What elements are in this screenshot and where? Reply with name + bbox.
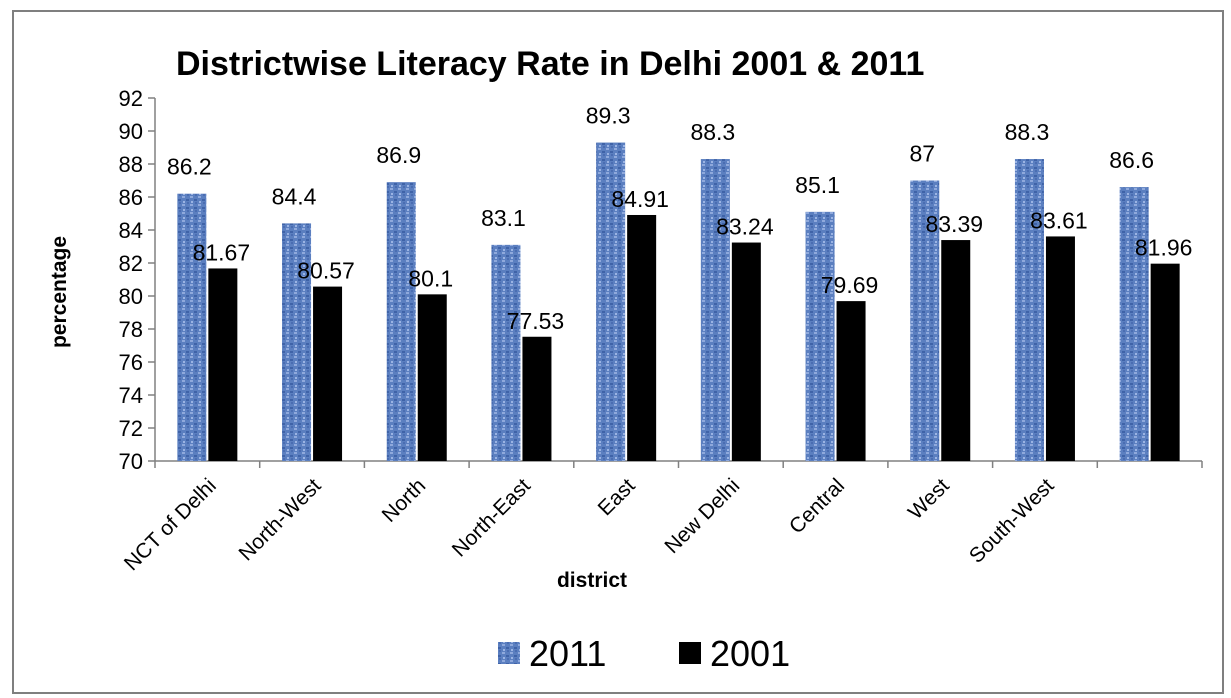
data-label-2001-8: 83.61: [1030, 207, 1088, 233]
data-label-2011-5: 88.3: [690, 119, 735, 145]
chart-title: Districtwise Literacy Rate in Delhi 2001…: [176, 45, 924, 83]
data-label-2001-7: 83.39: [925, 211, 983, 237]
bar-2001-6: [836, 301, 866, 461]
x-axis-label: district: [557, 569, 627, 592]
y-tick-label: 80: [119, 284, 143, 309]
bar-2001-4: [627, 214, 657, 461]
bar-2011-4: [596, 142, 626, 462]
data-label-2011-7: 87: [909, 141, 935, 167]
y-tick-label: 86: [119, 185, 143, 210]
y-tick-label: 78: [119, 317, 143, 342]
data-label-2001-5: 83.24: [716, 214, 774, 240]
x-axis: [154, 460, 1203, 468]
data-label-2001-9: 81.96: [1135, 235, 1193, 261]
data-label-2001-3: 77.53: [507, 308, 565, 334]
category-labels: NCT of Delhi North-West North North-East Eas…: [120, 474, 1059, 575]
data-label-2001-1: 80.57: [297, 258, 355, 284]
y-tick-label: 74: [119, 383, 143, 408]
category-label-6: Central: [785, 474, 849, 538]
bar-2011-6: [805, 211, 835, 461]
chart-frame: Districtwise Literacy Rate in Delhi 2001…: [12, 10, 1224, 694]
bar-2011-5: [700, 159, 730, 462]
bar-2011-7: [910, 180, 940, 461]
bar-2011-1: [282, 223, 312, 461]
data-label-2011-6: 85.1: [795, 172, 840, 198]
bar-2001-9: [1150, 263, 1180, 461]
y-tick-label: 84: [119, 218, 143, 243]
y-tick-label: 88: [119, 152, 143, 177]
bar-2011-2: [386, 182, 416, 461]
legend-swatch-2001: [679, 642, 701, 664]
data-label-2011-4: 89.3: [586, 103, 631, 129]
y-tick-label: 82: [119, 251, 143, 276]
bar-2011-8: [1014, 159, 1044, 462]
bar-2011-9: [1119, 187, 1149, 461]
y-axis-label: percentage: [48, 236, 71, 348]
y-tick-label: 70: [119, 449, 143, 474]
bar-2001-8: [1045, 236, 1075, 461]
legend-swatch-2011: [498, 642, 520, 664]
bar-2011-3: [491, 244, 521, 461]
category-label-3: North-East: [448, 474, 535, 561]
data-label-2011-2: 86.9: [376, 142, 421, 168]
bars: [177, 142, 1180, 462]
category-label-5: New Delhi: [660, 474, 744, 558]
category-label-8: South-West: [965, 474, 1059, 568]
bar-2001-7: [941, 240, 971, 461]
y-tick-label: 76: [119, 350, 143, 375]
bar-2001-1: [313, 286, 343, 461]
category-label-1: North-West: [235, 474, 326, 565]
y-tick-label: 90: [119, 119, 143, 144]
bar-2001-5: [731, 242, 761, 461]
bar-2001-2: [417, 294, 447, 461]
data-label-2001-6: 79.69: [821, 272, 879, 298]
data-label-2001-0: 81.67: [193, 239, 251, 265]
data-label-2011-8: 88.3: [1005, 119, 1050, 145]
data-label-2011-9: 86.6: [1109, 147, 1154, 173]
bar-2011-0: [177, 193, 207, 461]
data-label-2011-0: 86.2: [167, 154, 212, 180]
data-label-2001-2: 80.1: [408, 265, 453, 291]
y-tick-label: 92: [119, 86, 143, 111]
legend-label-2001: 2001: [710, 633, 790, 674]
category-label-4: East: [594, 474, 640, 520]
data-labels: 86.2 84.4 86.9 83.1 89.3 88.3 85.1 87 88.3 86.6 81…: [167, 103, 1192, 334]
legend-label-2011: 2011: [529, 633, 606, 674]
category-label-0: NCT of Delhi: [120, 474, 221, 575]
bar-2001-3: [522, 336, 552, 461]
category-label-7: West: [904, 474, 954, 524]
bar-2001-0: [208, 268, 238, 461]
data-label-2001-4: 84.91: [611, 186, 669, 212]
y-axis: 70 72 74 76 78 80 82 84 86 88 90 92: [119, 86, 156, 474]
bar-chart: Districtwise Literacy Rate in Delhi 2001…: [48, 45, 1203, 674]
data-label-2011-1: 84.4: [272, 183, 317, 209]
y-tick-label: 72: [119, 416, 143, 441]
category-label-2: North: [378, 474, 431, 527]
legend: 2011 2001: [498, 633, 790, 674]
data-label-2011-3: 83.1: [481, 205, 526, 231]
